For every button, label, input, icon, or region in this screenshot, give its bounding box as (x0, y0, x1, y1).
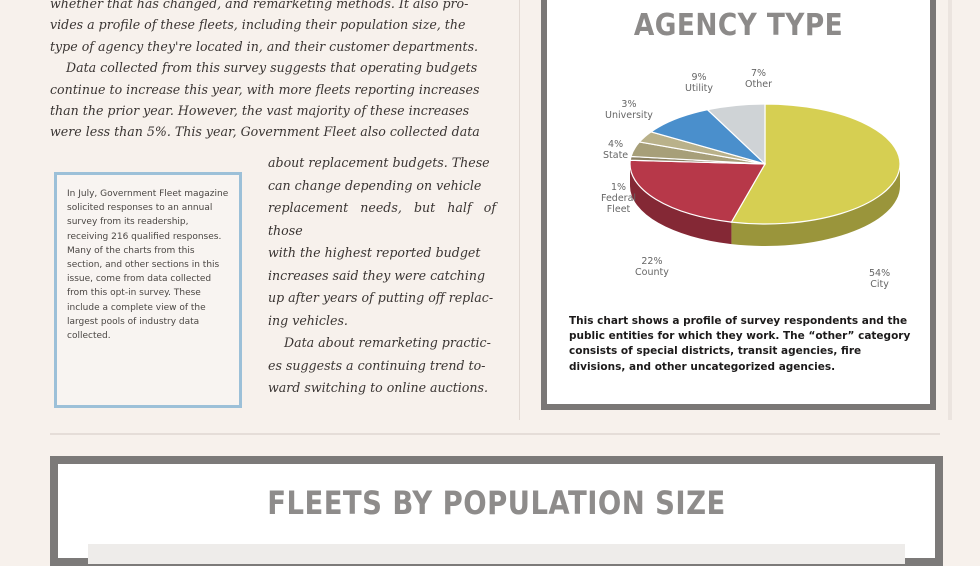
pie-label-federal-fleet: 1% Federal Fleet (601, 182, 637, 215)
pie-label-other: 7% Other (745, 68, 772, 90)
agency-chart-caption: This chart shows a profile of survey res… (569, 315, 911, 373)
pie-slice-side-county (630, 164, 732, 245)
article-line: whether that has changed, and remarketin… (50, 0, 469, 11)
agency-type-panel: AGENCY TYPE This chart shows a profile o… (541, 0, 936, 410)
article-line: about replacement budgets. These (268, 155, 490, 170)
article-line: Data about remarketing practic- (284, 335, 491, 350)
survey-note-text: In July, Government Fleet magazine solic… (67, 189, 229, 342)
page-edge (948, 0, 952, 420)
article-line: than the prior year. However, the vast m… (50, 103, 470, 119)
article-line: Data collected from this survey suggests… (66, 60, 478, 76)
pie-label-city: 54% City (869, 268, 891, 290)
article-column: whether that has changed, and remarketin… (50, 0, 496, 143)
fleets-population-panel: FLEETS BY POPULATION SIZE (50, 456, 943, 566)
article-line: can change depending on vehicle (268, 177, 482, 193)
pie-label-university: 3% University (605, 99, 653, 121)
article-line: type of agency they're located in, and t… (50, 38, 479, 54)
article-line: replacement needs, but half of those (268, 200, 496, 238)
pie-label-utility: 9% Utility (685, 72, 713, 94)
article-wrap-column: about replacement budgets. These can cha… (268, 152, 496, 400)
pie-slice-side-city (731, 164, 900, 247)
column-divider (519, 0, 520, 420)
fleets-chart-header-bar (88, 544, 905, 564)
article-line: with the highest reported budget (268, 245, 481, 260)
article-line: ing vehicles. (268, 312, 348, 328)
survey-note-box: In July, Government Fleet magazine solic… (54, 172, 242, 408)
fleets-population-title: FLEETS BY POPULATION SIZE (267, 484, 726, 522)
agency-pie-chart (629, 103, 901, 247)
pie-slice-city (730, 103, 901, 225)
article-line: es suggests a continuing trend to- (268, 357, 486, 373)
agency-type-title: AGENCY TYPE (633, 8, 844, 43)
article-line: up after years of putting off replac- (268, 290, 494, 305)
article-line: continue to increase this year, with mor… (50, 81, 480, 97)
section-divider (50, 433, 940, 435)
pie-label-county: 22% County (635, 256, 669, 278)
pie-slice-other (706, 103, 766, 166)
pie-slice-county (629, 159, 767, 223)
article-line: increases said they were catching (268, 267, 486, 283)
pie-label-state: 4% State (603, 139, 629, 161)
article-line: ward switching to online auctions. (268, 380, 488, 395)
article-line: were less than 5%. This year, Government… (50, 124, 480, 140)
article-line: vides a profile of these fleets, includi… (50, 17, 466, 33)
